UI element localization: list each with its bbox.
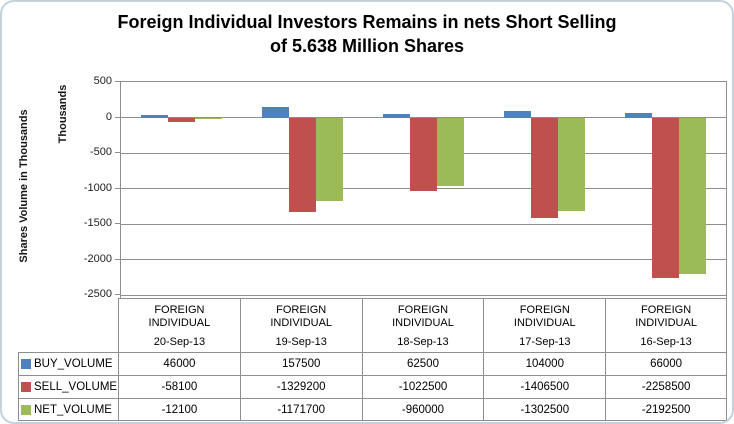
bar-group-19-Sep-13	[242, 82, 363, 298]
bar-net_volume-19-Sep-13	[316, 118, 343, 202]
value-net_volume-17-Sep-13: -1302500	[483, 398, 606, 421]
bar-sell_volume-16-Sep-13	[652, 118, 679, 279]
y-tick-mark	[115, 116, 120, 118]
value-net_volume-18-Sep-13: -960000	[361, 398, 484, 421]
value-sell_volume-18-Sep-13: -1022500	[361, 375, 484, 398]
data-table: FOREIGN INDIVIDUAL 20-Sep-13 FOREIGN INDIV…	[18, 298, 727, 421]
category-date: 16-Sep-13	[640, 336, 692, 348]
value-buy_volume-18-Sep-13: 62500	[361, 352, 484, 375]
bar-net_volume-20-Sep-13	[195, 118, 222, 119]
bar-buy_volume-19-Sep-13	[262, 106, 289, 118]
y-gridline	[121, 259, 726, 260]
value-net_volume-16-Sep-13: -2192500	[605, 398, 727, 421]
y-tick-label: -1000	[83, 181, 112, 194]
bar-net_volume-16-Sep-13	[679, 118, 706, 274]
legend-sell_volume: SELL_VOLUME	[18, 375, 118, 398]
bar-group-17-Sep-13	[484, 82, 605, 298]
y-tick-mark	[115, 294, 120, 295]
category-header-18-Sep-13: FOREIGN INDIVIDUAL 18-Sep-13	[361, 298, 484, 352]
bar-group-20-Sep-13	[121, 82, 242, 298]
legend-swatch-buy_volume	[21, 359, 31, 369]
bar-group-18-Sep-13	[363, 82, 484, 298]
bar-sell_volume-17-Sep-13	[531, 118, 558, 218]
value-buy_volume-17-Sep-13: 104000	[483, 352, 606, 375]
value-buy_volume-20-Sep-13: 46000	[118, 352, 240, 375]
y-tick-label: -500	[89, 146, 112, 158]
legend-swatch-sell_volume	[21, 382, 31, 392]
legend-label: NET_VOLUME	[34, 403, 112, 416]
value-sell_volume-20-Sep-13: -58100	[118, 375, 240, 398]
legend-label: BUY_VOLUME	[34, 358, 113, 370]
table-corner	[18, 298, 118, 352]
y-tick-mark	[115, 81, 120, 82]
legend-label: SELL_VOLUME	[34, 381, 118, 393]
bar-net_volume-18-Sep-13	[437, 118, 464, 187]
y-tick-label: 0	[105, 110, 112, 123]
value-net_volume-19-Sep-13: -1171700	[239, 398, 362, 421]
bar-buy_volume-16-Sep-13	[625, 113, 652, 118]
category-date: 18-Sep-13	[397, 336, 449, 348]
category-label: FOREIGN INDIVIDUAL	[392, 304, 454, 329]
legend-swatch-net_volume	[21, 404, 31, 415]
category-header-17-Sep-13: FOREIGN INDIVIDUAL 17-Sep-13	[483, 298, 606, 352]
bar-buy_volume-17-Sep-13	[504, 110, 531, 118]
bar-group-16-Sep-13	[605, 82, 726, 298]
chart-title-line2: of 5.638 Million Shares	[269, 36, 465, 56]
y-tick-mark	[115, 223, 120, 224]
plot-area	[120, 81, 727, 298]
bar-buy_volume-20-Sep-13	[141, 114, 168, 118]
category-date: 17-Sep-13	[519, 336, 571, 348]
category-header-19-Sep-13: FOREIGN INDIVIDUAL 19-Sep-13	[239, 298, 362, 352]
y-tick-mark	[115, 152, 120, 153]
y-tick-label: -2000	[83, 252, 112, 265]
y-gridline	[121, 117, 726, 118]
chart-title-line1: Foreign Individual Investors Remains in …	[117, 12, 617, 32]
y-tick-mark	[115, 258, 120, 260]
category-date: 19-Sep-13	[275, 336, 327, 348]
category-label: FOREIGN INDIVIDUAL	[513, 304, 576, 329]
y-tick-mark	[115, 187, 120, 189]
y-tick-label: -1500	[83, 217, 112, 229]
category-header-16-Sep-13: FOREIGN INDIVIDUAL 16-Sep-13	[605, 298, 727, 352]
y-gridline	[121, 294, 726, 296]
bar-net_volume-17-Sep-13	[558, 118, 585, 211]
value-buy_volume-19-Sep-13: 157500	[239, 352, 362, 375]
legend-net_volume: NET_VOLUME	[18, 398, 118, 421]
category-label: FOREIGN INDIVIDUAL	[270, 304, 333, 329]
value-net_volume-20-Sep-13: -12100	[118, 398, 240, 421]
legend-buy_volume: BUY_VOLUME	[18, 352, 118, 375]
bar-sell_volume-20-Sep-13	[168, 118, 195, 123]
bar-sell_volume-19-Sep-13	[289, 118, 316, 213]
category-label: FOREIGN INDIVIDUAL	[635, 304, 697, 329]
category-header-20-Sep-13: FOREIGN INDIVIDUAL 20-Sep-13	[118, 298, 240, 352]
value-buy_volume-16-Sep-13: 66000	[605, 352, 727, 375]
bar-sell_volume-18-Sep-13	[410, 118, 437, 191]
y-gridline	[121, 223, 726, 225]
value-sell_volume-19-Sep-13: -1329200	[239, 375, 362, 398]
bar-buy_volume-18-Sep-13	[383, 113, 410, 118]
category-date: 20-Sep-13	[153, 336, 206, 348]
chart-title: Foreign Individual Investors Remains in …	[2, 10, 732, 58]
y-tick-label: -2500	[83, 288, 112, 300]
y-tick-label: 500	[93, 75, 112, 87]
value-sell_volume-16-Sep-13: -2258500	[605, 375, 727, 398]
value-sell_volume-17-Sep-13: -1406500	[483, 375, 606, 398]
category-label: FOREIGN INDIVIDUAL	[148, 304, 211, 329]
